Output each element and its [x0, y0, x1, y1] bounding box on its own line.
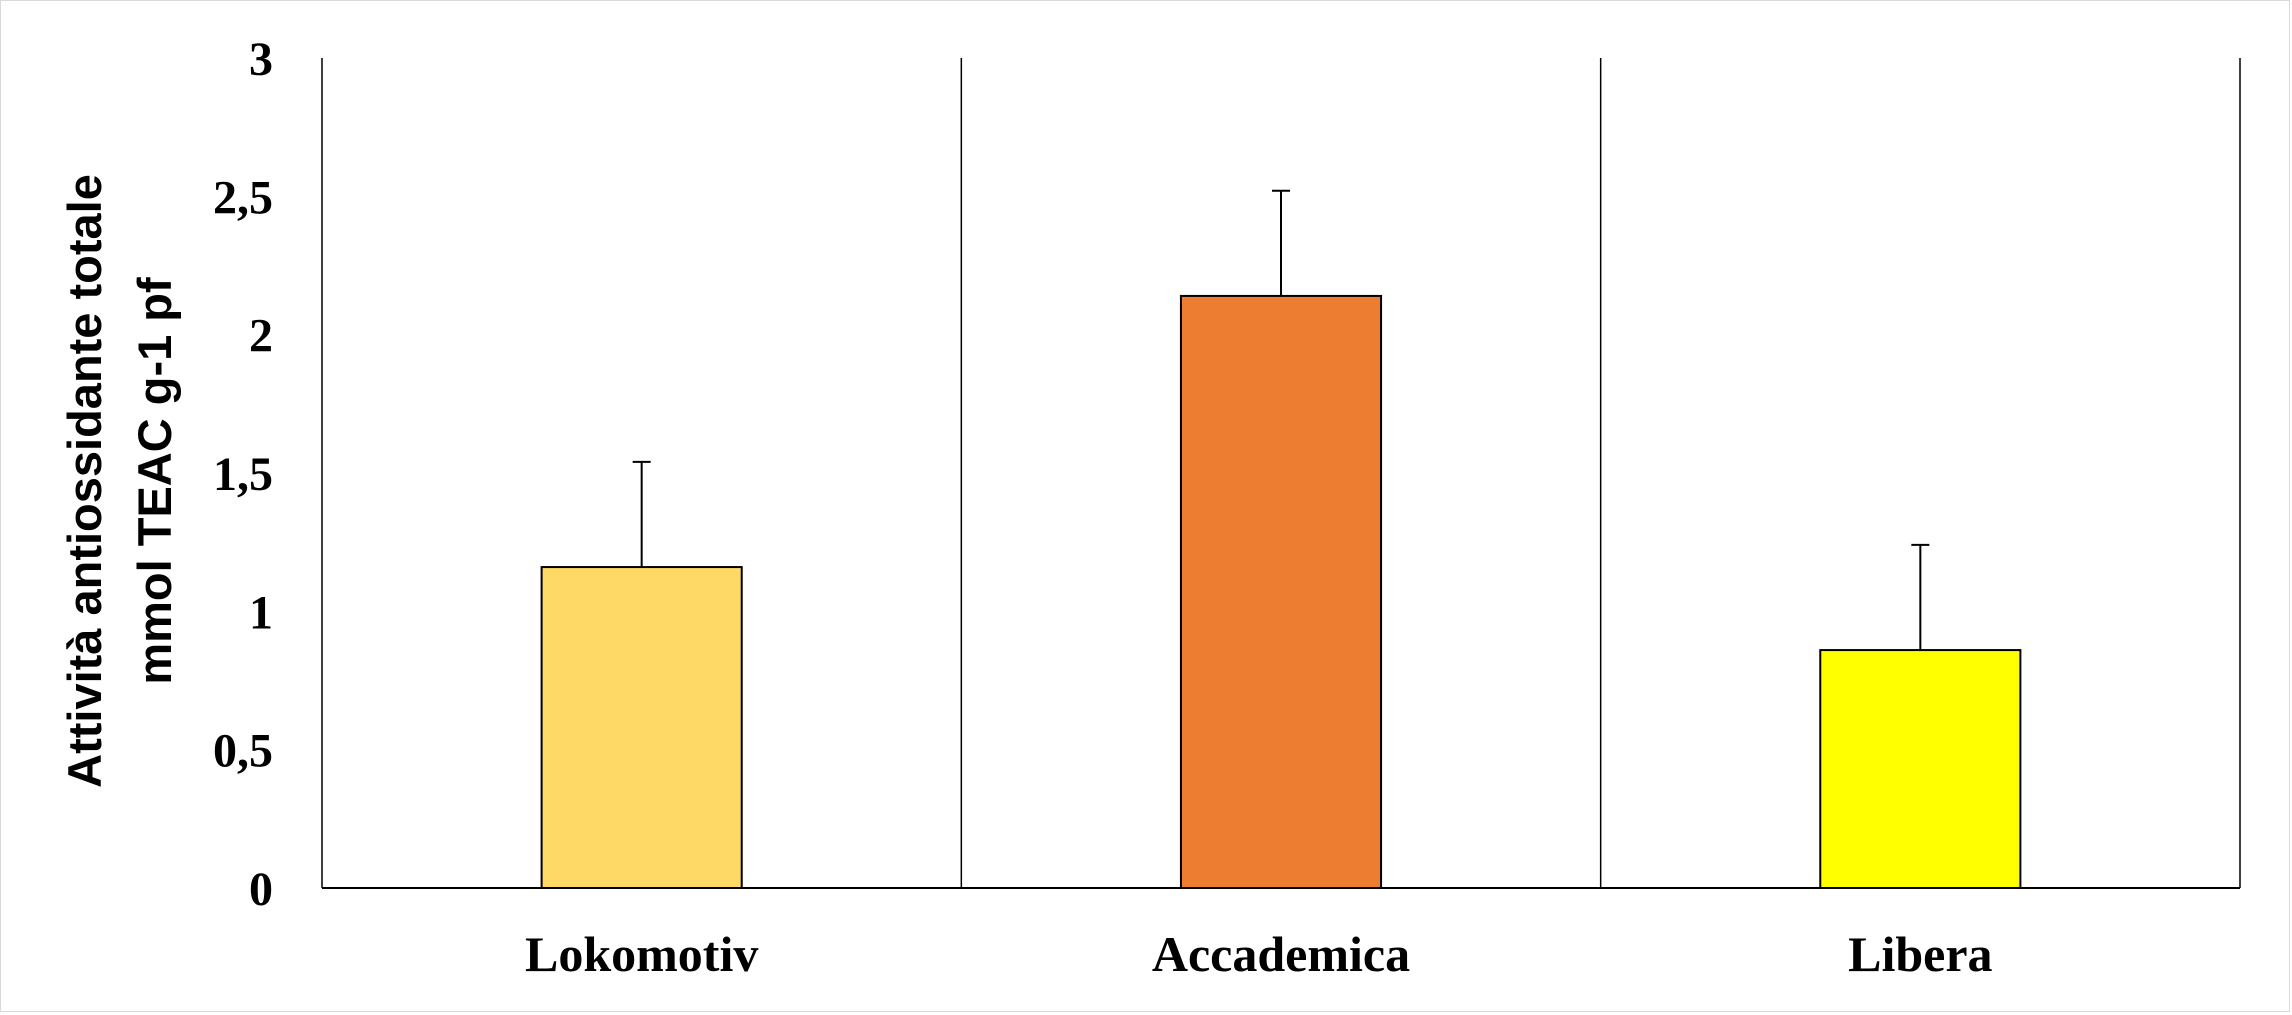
y-tick-label: 3 — [249, 33, 273, 86]
y-tick-label: 0 — [249, 863, 273, 916]
y-tick-label: 1,5 — [213, 448, 273, 501]
category-labels: Lokomotiv Accademica Libera — [525, 926, 1993, 982]
y-tick-label: 2 — [249, 310, 273, 363]
bar-lokomotiv — [540, 566, 743, 889]
y-axis-label: Attività antiossidante totale mmol TEAC … — [58, 174, 181, 788]
category-label-libera: Libera — [1848, 926, 1992, 982]
error-bars — [632, 189, 1930, 651]
y-tick-label: 2,5 — [213, 171, 273, 224]
y-tick-label: 1 — [249, 586, 273, 639]
bar-libera — [1819, 649, 2022, 889]
category-label-lokomotiv: Lokomotiv — [525, 926, 758, 982]
y-tick-label: 0,5 — [213, 725, 273, 778]
bar-accademica — [1179, 294, 1383, 889]
category-label-accademica: Accademica — [1152, 926, 1410, 982]
y-axis-label-line-2: mmol TEAC g-1 pf — [128, 277, 181, 685]
category-separators — [321, 58, 2241, 888]
bars — [540, 294, 2022, 889]
y-axis-label-line-1: Attività antiossidante totale — [58, 174, 111, 788]
y-tick-labels: 0 0,5 1 1,5 2 2,5 3 — [213, 33, 273, 916]
